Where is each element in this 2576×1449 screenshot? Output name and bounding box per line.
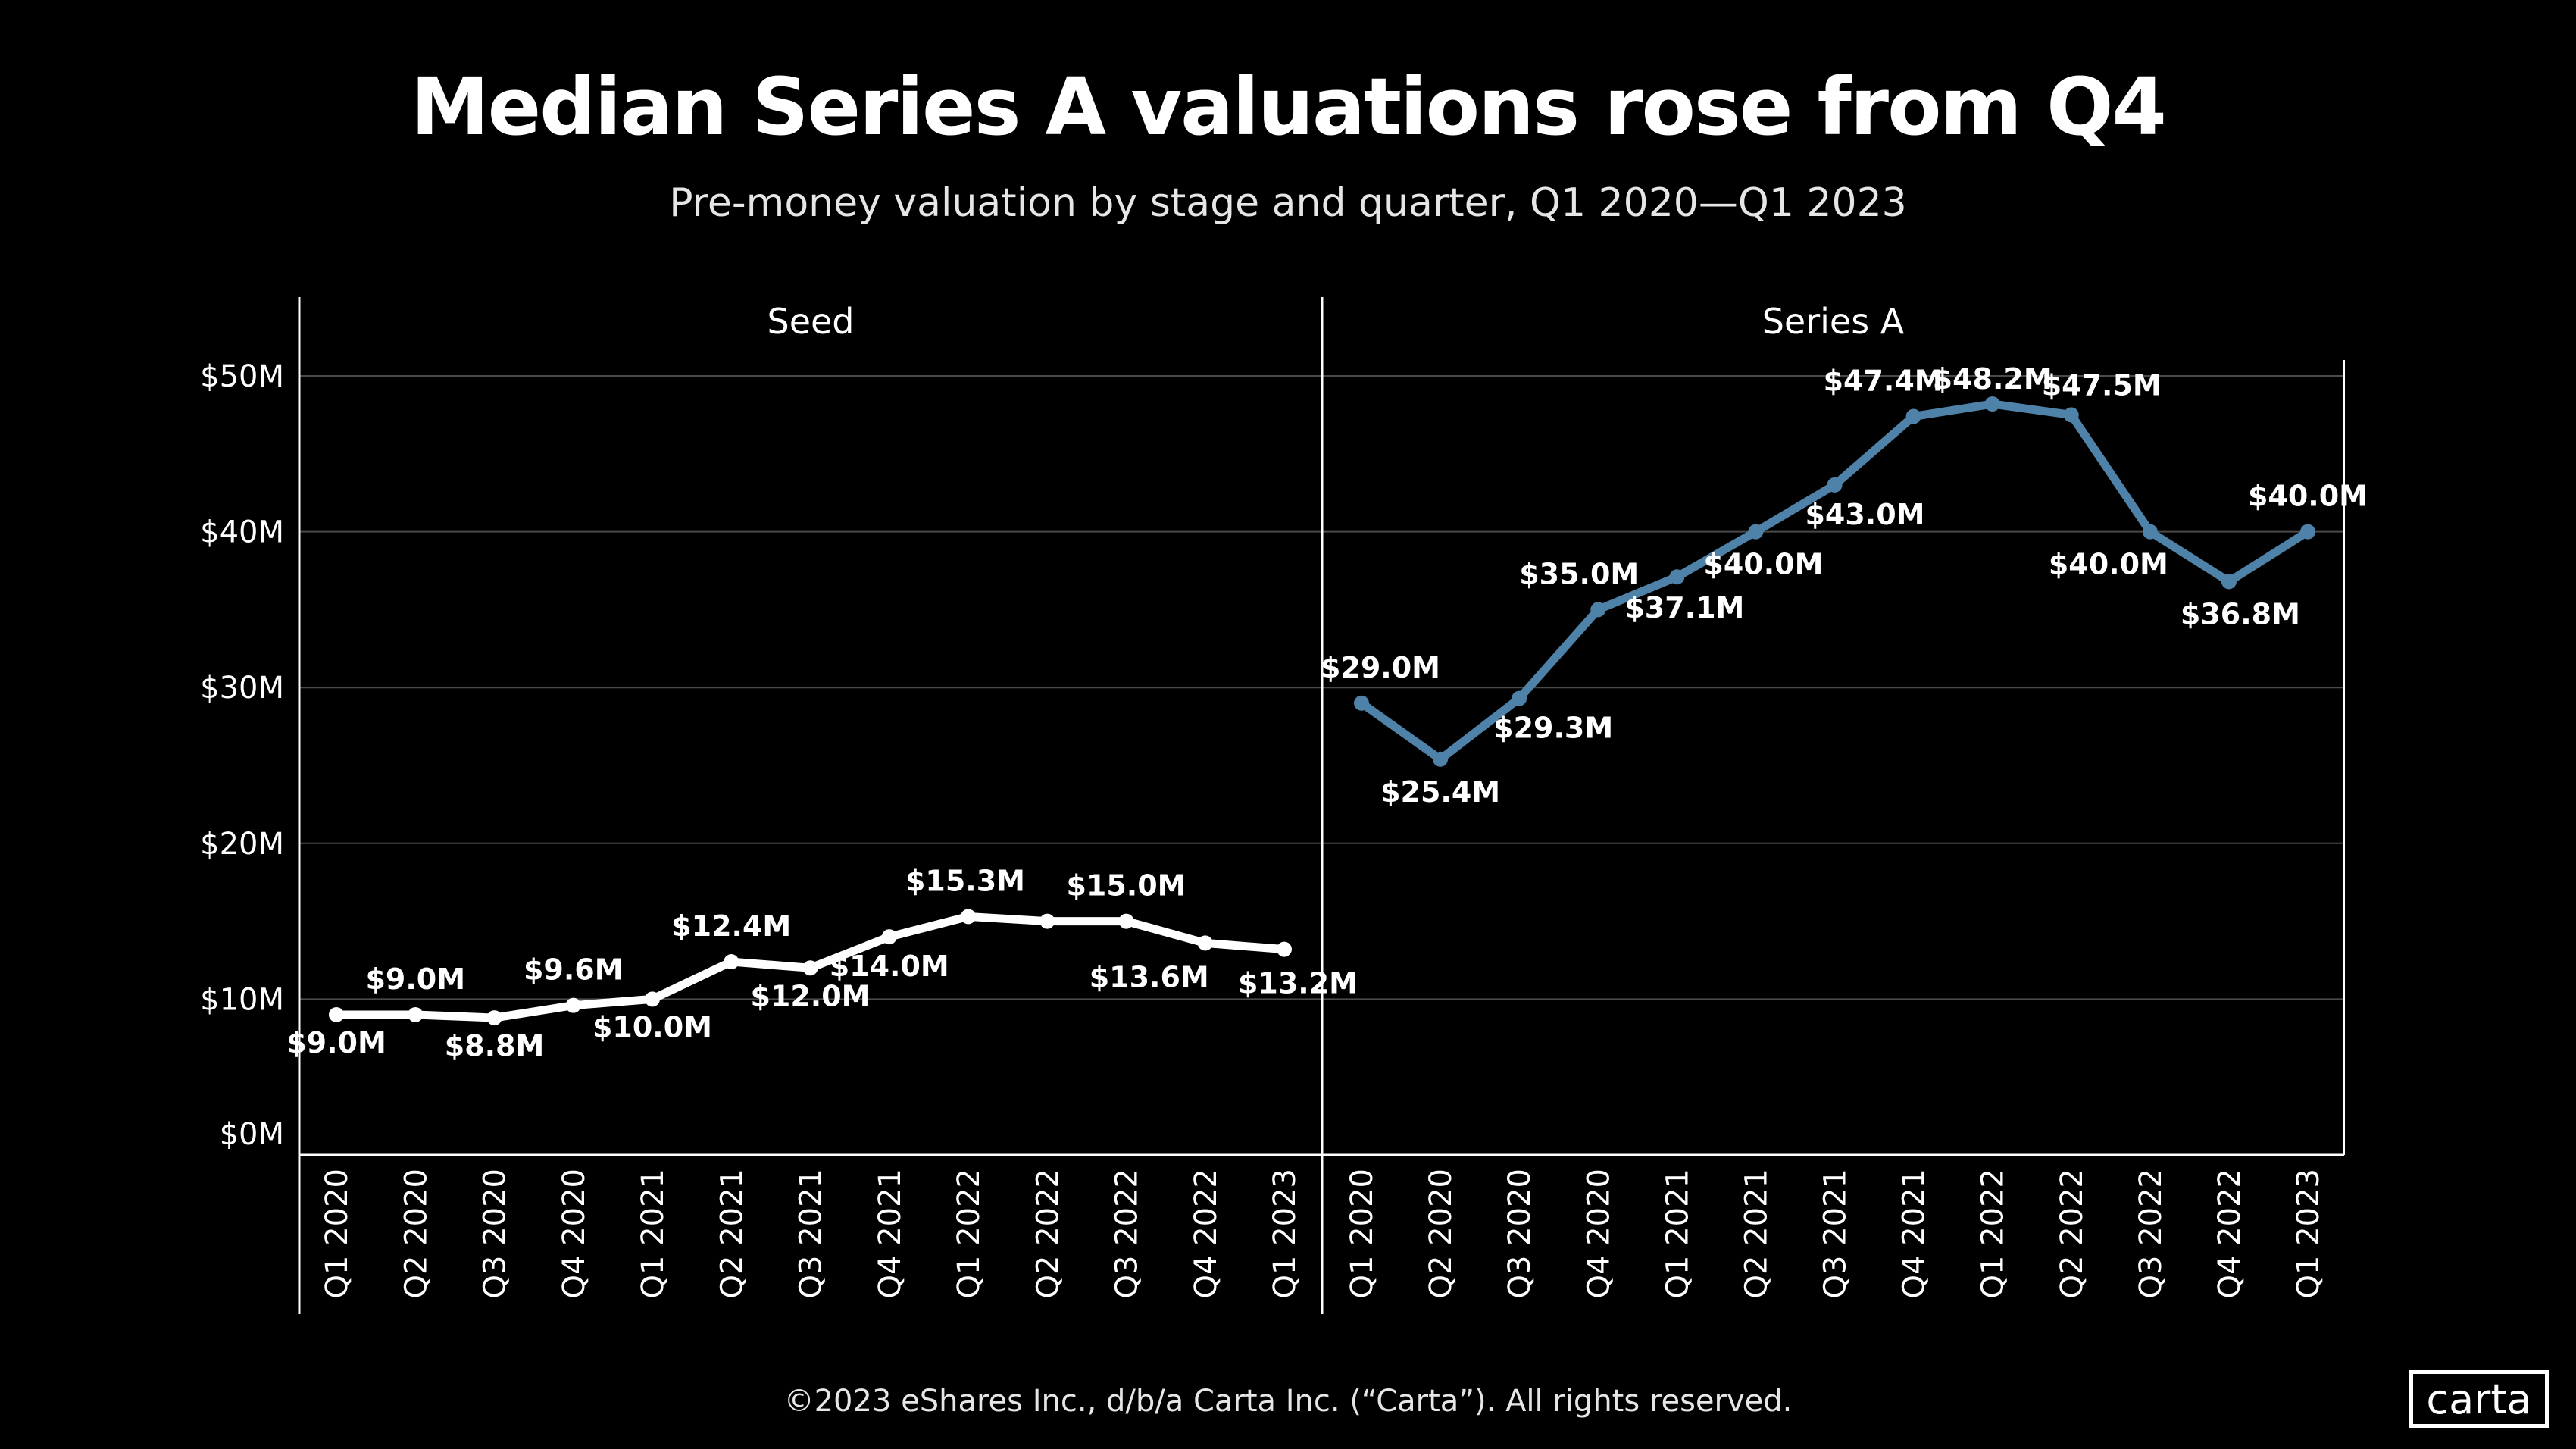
- data-point: [1984, 396, 2000, 412]
- x-tick-label: Q1 2021: [636, 1169, 671, 1298]
- data-label: $15.3M: [905, 864, 1025, 897]
- data-label: $9.0M: [286, 1026, 386, 1059]
- x-tick-label: Q4 2021: [873, 1169, 908, 1298]
- x-tick-label: Q4 2020: [557, 1169, 592, 1298]
- data-label: $48.2M: [1933, 362, 2052, 396]
- x-tick-label: Q1 2021: [1660, 1169, 1695, 1298]
- data-label: $40.0M: [1703, 548, 1823, 581]
- chart-title: Median Series A valuations rose from Q4: [411, 61, 2167, 153]
- data-label: $35.0M: [1519, 557, 1639, 590]
- x-tick-label: Q4 2022: [2212, 1169, 2247, 1298]
- data-point: [1905, 408, 1921, 424]
- data-label: $37.1M: [1624, 591, 1744, 624]
- data-label: $12.0M: [750, 979, 870, 1012]
- x-tick-label: Q3 2022: [2134, 1169, 2168, 1298]
- x-tick-label: Q2 2020: [399, 1169, 433, 1298]
- y-tick-label: $40M: [200, 515, 284, 550]
- data-point: [881, 929, 897, 945]
- data-label: $40.0M: [2248, 480, 2368, 513]
- data-point: [1748, 524, 1764, 540]
- data-point: [1512, 690, 1527, 706]
- series-line: [1358, 399, 2310, 764]
- x-tick-label: Q3 2021: [1818, 1169, 1853, 1298]
- data-point: [1039, 913, 1055, 929]
- y-tick-label: $50M: [200, 359, 284, 394]
- chart-subtitle: Pre-money valuation by stage and quarter…: [669, 180, 1907, 226]
- data-label: $25.4M: [1380, 775, 1500, 809]
- x-tick-label: Q2 2020: [1424, 1169, 1458, 1298]
- data-label: $47.5M: [2042, 368, 2162, 402]
- x-tick-label: Q1 2020: [1345, 1169, 1380, 1298]
- data-label: $8.8M: [445, 1029, 545, 1062]
- data-point: [2063, 407, 2079, 423]
- x-tick-label: Q1 2022: [952, 1169, 986, 1298]
- data-label: $10.0M: [592, 1010, 712, 1044]
- data-label: $47.4M: [1824, 364, 1943, 397]
- data-point: [1433, 751, 1449, 767]
- data-point: [408, 1006, 424, 1022]
- data-label: $40.0M: [2049, 548, 2168, 581]
- data-point: [565, 997, 581, 1013]
- data-point: [1277, 941, 1292, 957]
- data-label: $29.3M: [1493, 712, 1613, 745]
- y-tick-label: $30M: [200, 671, 284, 706]
- carta-logo: carta: [2409, 1370, 2549, 1428]
- data-label: $12.4M: [671, 909, 791, 943]
- data-label: $29.0M: [1321, 651, 1440, 684]
- data-label: $9.6M: [524, 953, 624, 987]
- data-label: $13.6M: [1089, 960, 1209, 994]
- x-tick-label: Q2 2022: [1030, 1169, 1065, 1298]
- data-point: [486, 1010, 502, 1026]
- y-tick-label: $10M: [200, 982, 284, 1017]
- data-point: [329, 1006, 344, 1022]
- data-point: [724, 954, 739, 970]
- x-tick-label: Q4 2021: [1897, 1169, 1932, 1298]
- data-label: $36.8M: [2181, 597, 2300, 631]
- copyright-footer: ©2023 eShares Inc., d/b/a Carta Inc. (“C…: [783, 1384, 1793, 1419]
- data-point: [2142, 524, 2158, 540]
- data-label: $15.0M: [1066, 869, 1186, 903]
- y-tick-label: $0M: [220, 1117, 284, 1152]
- data-label: $43.0M: [1805, 498, 1924, 531]
- data-point: [1354, 695, 1369, 711]
- y-tick-label: $20M: [200, 827, 284, 862]
- x-tick-label: Q3 2021: [794, 1169, 829, 1298]
- data-point: [645, 991, 660, 1007]
- x-tick-label: Q1 2022: [1976, 1169, 2011, 1298]
- x-tick-label: Q3 2020: [1502, 1169, 1537, 1298]
- data-point: [1197, 935, 1213, 951]
- x-tick-label: Q4 2022: [1189, 1169, 1224, 1298]
- x-tick-label: Q1 2023: [2291, 1169, 2326, 1298]
- data-point: [1590, 602, 1606, 618]
- x-tick-label: Q1 2023: [1268, 1169, 1302, 1298]
- x-tick-label: Q4 2020: [1581, 1169, 1616, 1298]
- panel-title-series-a: Series A: [1762, 301, 1905, 342]
- x-tick-label: Q2 2022: [2055, 1169, 2090, 1298]
- data-point: [1669, 569, 1685, 585]
- data-label: $14.0M: [830, 950, 949, 983]
- data-label: $13.2M: [1238, 967, 1358, 1000]
- data-point: [802, 960, 818, 976]
- x-tick-label: Q3 2020: [478, 1169, 513, 1298]
- x-tick-label: Q1 2020: [320, 1169, 355, 1298]
- x-tick-label: Q3 2022: [1110, 1169, 1145, 1298]
- x-tick-label: Q2 2021: [714, 1169, 749, 1298]
- data-point: [2300, 524, 2315, 540]
- data-point: [1118, 913, 1134, 929]
- data-label: $9.0M: [365, 962, 465, 996]
- panel-title-seed: Seed: [767, 301, 855, 342]
- data-point: [1827, 477, 1843, 493]
- data-point: [961, 909, 976, 925]
- x-tick-label: Q2 2021: [1739, 1169, 1774, 1298]
- data-point: [2221, 574, 2237, 590]
